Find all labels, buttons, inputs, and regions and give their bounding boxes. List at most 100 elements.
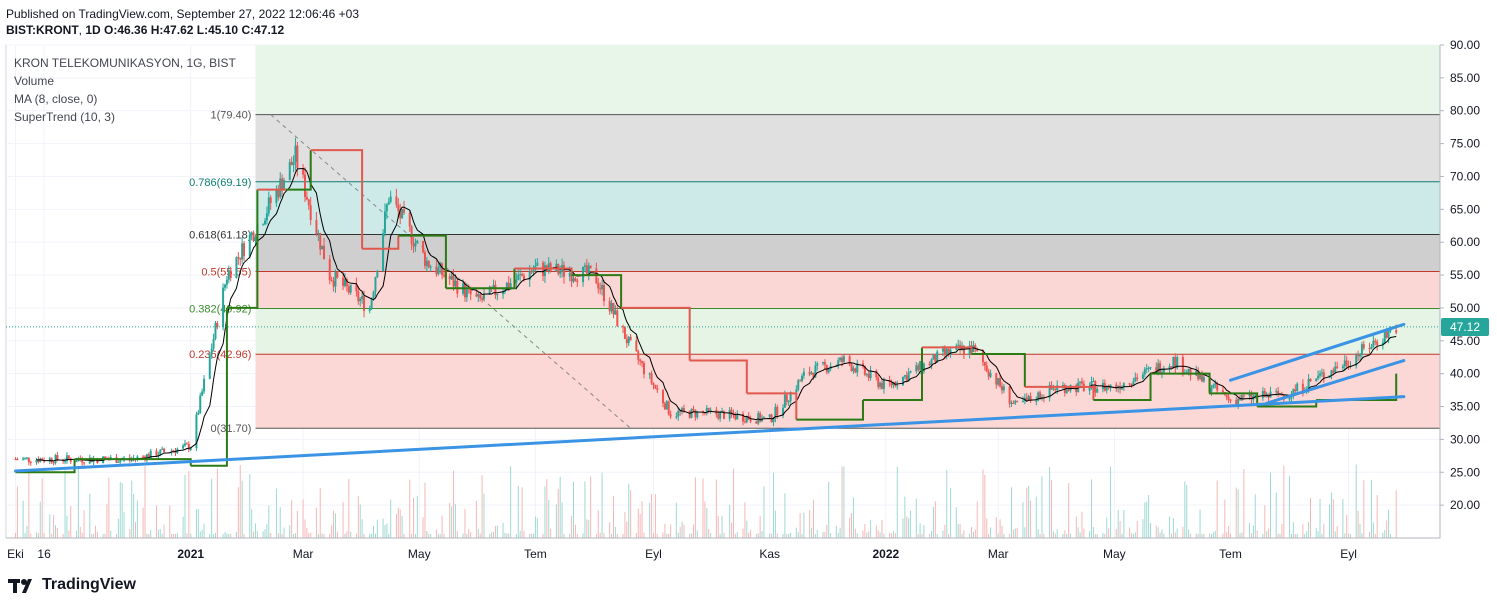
candle-body [1181,357,1184,374]
candle-body [957,344,960,346]
legend-supertrend[interactable]: SuperTrend (10, 3) [14,110,115,124]
candle-body [481,298,484,300]
candle-body [454,280,457,287]
volume-bar [310,532,312,538]
candle-body [25,457,28,459]
candle-body [1122,383,1125,387]
volume-bar [955,507,957,538]
volume-bar [401,515,403,538]
volume-bar [163,524,165,538]
candle-body [1145,368,1148,370]
candle-body [201,391,204,396]
candle-body [117,461,120,463]
candle-body [932,354,935,360]
candle-body [861,363,864,367]
volume-bar [456,531,458,538]
volume-bar [331,525,333,538]
candle-body [572,278,575,282]
volume-bar [161,533,163,538]
volume-bar [1075,516,1077,538]
volume-bar [1110,466,1112,538]
volume-bar [555,504,557,538]
volume-bar [904,496,906,538]
volume-bar [666,533,668,538]
volume-bar [841,466,843,538]
volume-bar [1104,533,1106,538]
trend-line [1265,359,1406,405]
candle-body [719,411,722,419]
volume-bar [917,533,919,538]
candle-body [1355,355,1358,366]
candle-body [1187,368,1190,372]
supertrend-segment [15,459,76,474]
volume-bar [430,534,432,538]
candle-body [250,232,253,235]
volume-bar [662,532,664,538]
candle-body [612,302,615,315]
candle-body [469,287,472,295]
volume-bar [1268,528,1270,538]
supertrend-segment [285,150,312,191]
volume-bar [719,533,721,538]
candle-body [772,418,775,423]
volume-bar [224,531,226,538]
volume-bar [679,526,681,538]
volume-bar [315,507,317,538]
candle-body [768,414,771,417]
volume-bar [1376,495,1378,538]
candle-body [907,372,910,381]
candle-body [989,373,992,377]
candle-body [69,458,72,462]
volume-bar [1250,533,1252,538]
volume-bar [748,532,750,538]
y-tick-label: 50.00 [1450,301,1480,315]
volume-bar [1329,504,1331,538]
volume-bar [344,533,346,538]
candle-body [962,345,965,355]
volume-bar [414,533,416,538]
volume-bar [559,476,561,538]
candle-body [774,406,777,419]
tradingview-logo[interactable]: TradingView [8,576,136,594]
volume-bar [835,525,837,538]
volume-bar [988,533,990,538]
volume-bar [1254,494,1256,538]
candle-body [208,354,211,379]
volume-bar [908,518,910,538]
candle-body [483,294,485,300]
volume-bar [542,533,544,538]
volume-bar [759,515,761,538]
volume-bar [199,531,201,538]
supertrend-segment [862,347,924,401]
candle-body [1185,371,1188,373]
volume-bar [237,487,239,538]
candle-body [1381,342,1384,346]
candle-body [896,385,899,387]
volume-bar [984,474,986,538]
volume-bar [576,533,578,538]
volume-bar [999,519,1001,538]
volume-bar [517,485,519,538]
volume-bar [881,520,883,538]
volume-bar [211,478,213,538]
candle-body [185,443,188,445]
legend-volume[interactable]: Volume [14,74,55,88]
volume-bar [188,471,190,538]
volume-bar [235,532,237,538]
legend-ma[interactable]: MA (8, close, 0) [14,92,98,106]
candle-body [319,232,322,250]
volume-bar [504,532,506,538]
candle-body [1254,395,1257,397]
candle-body [1332,370,1335,373]
volume-bar [1292,522,1294,538]
volume-bar [875,525,877,538]
volume-bar [654,494,656,538]
volume-bar [1132,533,1134,538]
legend-title[interactable]: KRON TELEKOMUNIKASYON, 1G, BIST [14,56,236,70]
volume-bar [883,533,885,538]
volume-bar [1081,511,1083,538]
volume-bar [879,532,881,538]
ma-line [36,167,1397,462]
volume-bar [1195,533,1197,538]
